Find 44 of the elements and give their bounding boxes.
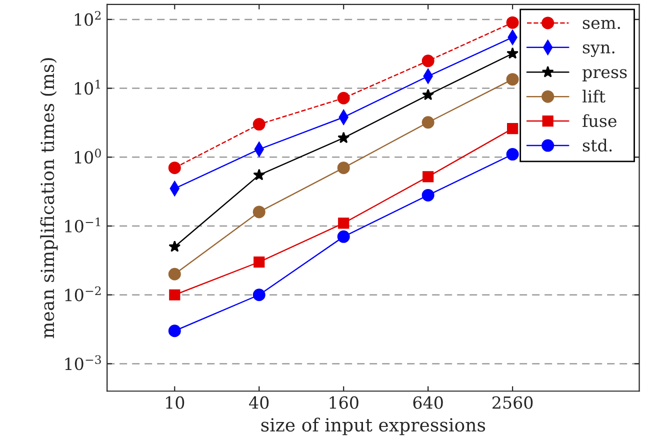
point bbox=[252, 288, 266, 302]
point bbox=[252, 206, 266, 218]
point bbox=[337, 162, 350, 174]
y-tick-label: 10$^{−3}$ bbox=[65, 355, 101, 370]
point bbox=[422, 88, 434, 100]
point bbox=[168, 162, 181, 174]
point bbox=[506, 148, 519, 161]
point bbox=[252, 118, 266, 131]
point bbox=[422, 54, 434, 68]
point bbox=[422, 188, 434, 202]
legend-label: syn. bbox=[582, 44, 614, 57]
y-tick-label: 10$^{1}$ bbox=[74, 80, 100, 95]
legend-label: press bbox=[582, 69, 627, 82]
y-tick-label: 10$^{2}$ bbox=[74, 10, 101, 26]
y-tick-label: 10$^{−1}$ bbox=[65, 218, 100, 232]
x-tick-label: 640 bbox=[413, 396, 443, 409]
point bbox=[506, 47, 519, 59]
point bbox=[337, 230, 350, 243]
legend-label: sem. bbox=[582, 20, 620, 30]
y-tick-label: 10$^{0}$ bbox=[74, 148, 101, 164]
x-axis-title: size of input expressions bbox=[261, 418, 486, 436]
x-tick-label: 40 bbox=[249, 396, 269, 409]
x-tick-label: 10 bbox=[166, 396, 184, 409]
point bbox=[168, 268, 181, 280]
point bbox=[338, 218, 350, 229]
legend-label: lift bbox=[582, 90, 606, 103]
point bbox=[506, 123, 518, 134]
point bbox=[338, 132, 350, 144]
x-tick-label: 160 bbox=[330, 396, 358, 409]
y-tick-label: 10$^{−2}$ bbox=[65, 286, 101, 302]
point bbox=[422, 116, 434, 129]
legend-label: std. bbox=[582, 138, 612, 152]
point bbox=[506, 16, 519, 29]
point bbox=[169, 289, 180, 300]
point bbox=[337, 92, 350, 104]
y-axis-title: mean simplification times (ms) bbox=[40, 58, 58, 338]
point bbox=[422, 171, 434, 182]
point bbox=[506, 73, 519, 86]
point bbox=[168, 240, 181, 252]
x-tick-label: 2560 bbox=[492, 396, 533, 409]
point bbox=[254, 256, 265, 268]
legend-label: fuse bbox=[582, 114, 616, 128]
point bbox=[253, 168, 266, 180]
point bbox=[168, 324, 181, 338]
